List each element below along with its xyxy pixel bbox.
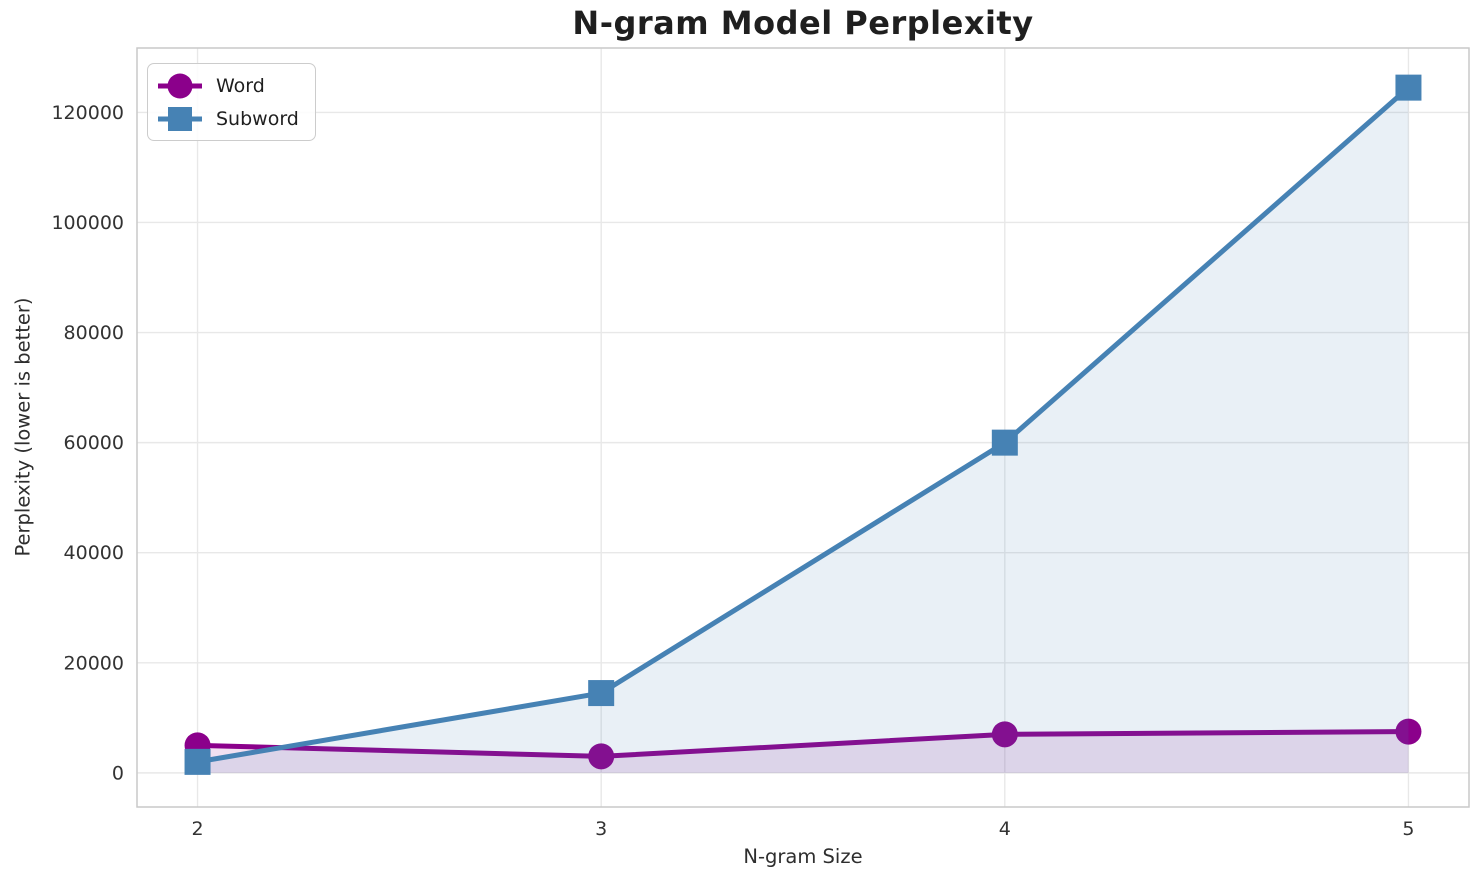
plot-border (136, 47, 1470, 808)
y-tick-label: 100000 (51, 212, 124, 234)
chart-title: N-gram Model Perplexity (572, 4, 1034, 42)
y-tick-label: 80000 (64, 322, 124, 344)
y-tick-label: 20000 (64, 652, 124, 674)
y-axis-label: Perplexity (lower is better) (11, 297, 35, 557)
subword-area-fill (197, 87, 1409, 773)
x-axis-label: N-gram Size (743, 845, 863, 868)
x-tick-label: 2 (191, 818, 203, 840)
word-marker (588, 743, 615, 770)
legend: Word Subword (147, 63, 316, 141)
legend-circle-marker-icon (158, 73, 202, 98)
subword-marker (184, 748, 211, 775)
legend-label: Word (216, 74, 265, 97)
y-tick-label: 60000 (64, 432, 124, 454)
subword-marker (991, 429, 1018, 456)
y-tick-label: 120000 (51, 102, 124, 124)
word-line (197, 729, 1409, 759)
y-tick-label: 0 (112, 762, 124, 784)
x-tick-label: 3 (595, 818, 607, 840)
word-marker (991, 721, 1018, 748)
legend-item-word: Word (156, 70, 299, 101)
y-tick-label: 40000 (64, 542, 124, 564)
subword-marker (588, 680, 615, 707)
subword-line (197, 85, 1411, 765)
legend-item-subword: Subword (156, 103, 299, 134)
word-area-fill (197, 731, 1409, 773)
x-tick-label: 4 (999, 818, 1011, 840)
word-marker (1395, 718, 1422, 745)
x-tick-label: 5 (1402, 818, 1414, 840)
subword-marker (1395, 74, 1422, 101)
legend-label: Subword (216, 107, 299, 130)
legend-square-marker-icon (158, 106, 202, 131)
